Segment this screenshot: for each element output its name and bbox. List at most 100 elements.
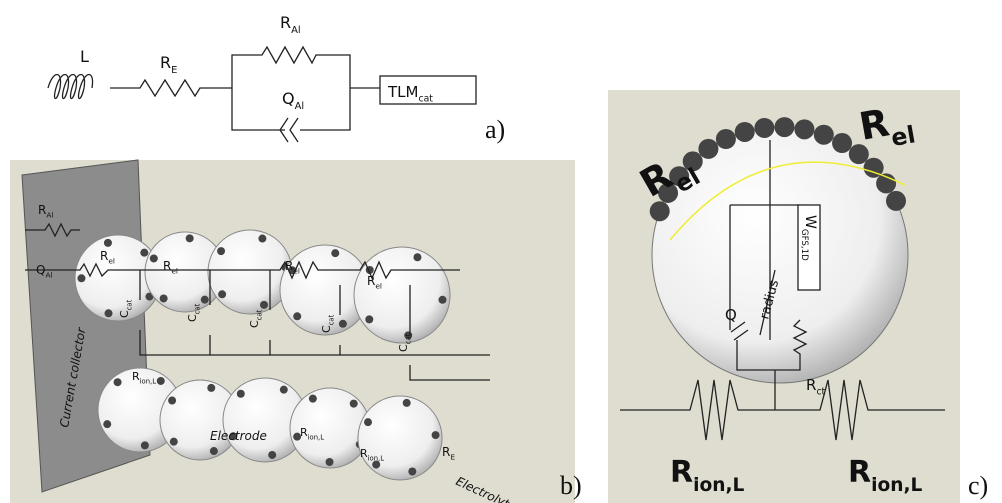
dot xyxy=(774,117,794,137)
label-sub: el xyxy=(171,267,178,276)
label-sub: el xyxy=(108,257,115,266)
dot xyxy=(413,253,421,261)
label: TLMcat xyxy=(387,83,433,105)
label-main: W xyxy=(802,215,818,229)
dot xyxy=(364,418,372,426)
dot xyxy=(170,438,178,446)
dot xyxy=(735,122,755,142)
dot xyxy=(114,378,122,386)
label-sub: ion,L xyxy=(368,454,385,462)
label-main: R xyxy=(670,455,693,490)
dot xyxy=(150,254,158,262)
label-sub: cat xyxy=(193,303,201,314)
label-sub: ion,L xyxy=(693,475,744,496)
label-sub: el xyxy=(889,120,918,152)
dot xyxy=(260,301,268,309)
label-main: TLM xyxy=(387,83,418,101)
dot xyxy=(331,249,339,257)
label: Q xyxy=(725,306,737,324)
particle xyxy=(354,247,450,343)
label: Electrode xyxy=(210,429,267,443)
label-sub: el xyxy=(375,282,382,291)
label-sub: E xyxy=(450,453,455,462)
dot xyxy=(293,312,301,320)
label-main: R xyxy=(806,376,816,394)
dot xyxy=(140,249,148,257)
dot xyxy=(103,420,111,428)
label-sub: E xyxy=(171,65,177,76)
dot xyxy=(309,395,317,403)
label-main: R xyxy=(285,259,293,273)
dot xyxy=(201,296,209,304)
dot xyxy=(754,118,774,138)
label-sub: ion,L xyxy=(140,377,157,385)
dot xyxy=(439,296,447,304)
label-sub: Al xyxy=(45,271,52,280)
label-main: R xyxy=(367,274,375,288)
label-sub: Al xyxy=(291,25,301,36)
dot xyxy=(77,274,85,282)
dot xyxy=(716,129,736,149)
dot xyxy=(886,191,906,211)
dot xyxy=(217,247,225,255)
label-sub: cat xyxy=(404,333,412,344)
label-main: Electrode xyxy=(210,429,267,443)
panel-tag: c) xyxy=(968,471,988,500)
panel-tag: b) xyxy=(560,471,582,500)
label-main: R xyxy=(100,249,108,263)
label-sub: ion,L xyxy=(308,433,325,441)
particle xyxy=(358,396,442,480)
label-main: Q xyxy=(282,89,295,108)
dot xyxy=(157,377,165,385)
label-main: R xyxy=(280,13,291,32)
dot xyxy=(218,290,226,298)
dot xyxy=(814,125,834,145)
label-sub: cat xyxy=(418,94,433,105)
dot xyxy=(237,390,245,398)
dot xyxy=(408,467,416,475)
dot xyxy=(403,399,411,407)
dot xyxy=(141,441,149,449)
label-main: R xyxy=(38,203,46,217)
label-sub: cat xyxy=(255,309,263,320)
label-main: L xyxy=(80,47,89,66)
label: RAl xyxy=(280,13,301,36)
label-sub: Al xyxy=(295,101,305,112)
dot xyxy=(339,320,347,328)
dot xyxy=(698,139,718,159)
dot xyxy=(207,384,215,392)
label: RE xyxy=(160,53,177,76)
dot xyxy=(326,458,334,466)
label-main: R xyxy=(163,259,171,273)
label-main: R xyxy=(442,445,450,459)
dot xyxy=(258,235,266,243)
dot xyxy=(104,239,112,247)
label-sub: cat xyxy=(125,299,133,310)
dot xyxy=(186,234,194,242)
label-main: Q xyxy=(36,263,45,277)
label-sub: GFS,1D xyxy=(799,229,809,261)
dot xyxy=(268,451,276,459)
label-main: Q xyxy=(725,306,737,324)
dot xyxy=(160,294,168,302)
dot xyxy=(168,397,176,405)
label: L xyxy=(80,47,89,66)
label: QAl xyxy=(282,89,304,112)
label-sub: Al xyxy=(46,211,53,220)
label-sub: ct xyxy=(816,387,825,398)
label-main: R xyxy=(848,455,871,490)
dot xyxy=(280,386,288,394)
particle xyxy=(208,230,292,314)
dot xyxy=(105,309,113,317)
label-sub: cat xyxy=(327,314,335,325)
label-sub: ion,L xyxy=(871,475,922,496)
dot xyxy=(794,119,814,139)
label-sub: el xyxy=(293,267,300,276)
panel-tag: a) xyxy=(485,115,505,144)
dot xyxy=(210,447,218,455)
figure: a) b) c) LRERAlQAlTLMcatRAlQAlRelRelRelR… xyxy=(0,0,1002,503)
dot xyxy=(365,315,373,323)
dot xyxy=(350,400,358,408)
label-main: R xyxy=(160,53,171,72)
dot xyxy=(832,133,852,153)
